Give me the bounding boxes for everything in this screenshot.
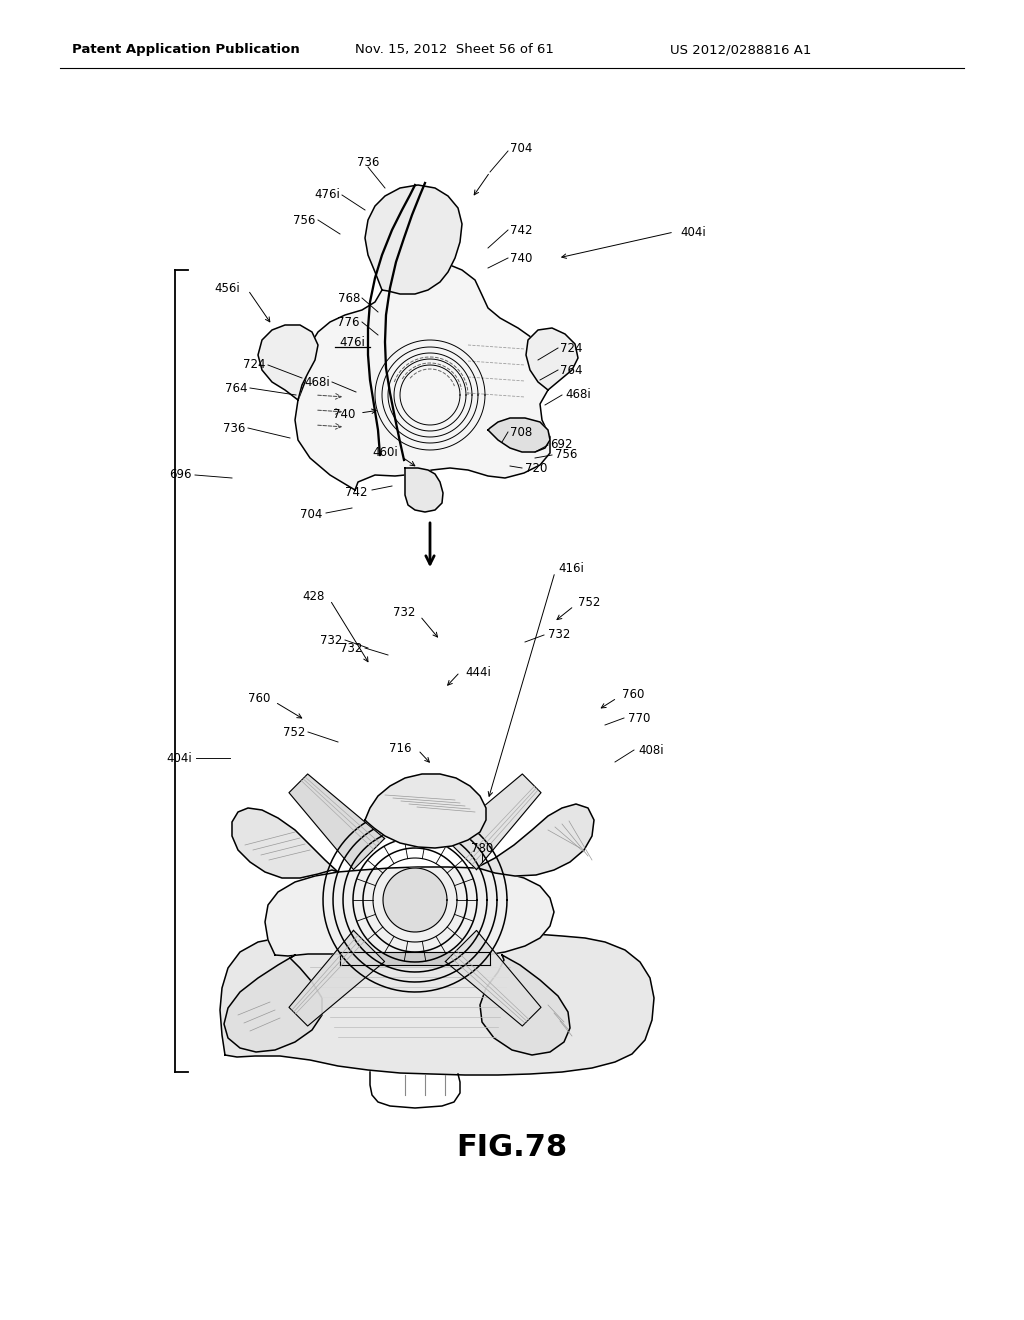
Text: FIG.78: FIG.78 <box>457 1134 567 1163</box>
Text: 408i: 408i <box>638 743 664 756</box>
Text: 704: 704 <box>510 141 532 154</box>
Text: 732: 732 <box>548 628 570 642</box>
Polygon shape <box>289 774 385 870</box>
Polygon shape <box>526 327 578 389</box>
Polygon shape <box>265 867 554 960</box>
Polygon shape <box>445 774 541 870</box>
Text: 740: 740 <box>510 252 532 264</box>
Text: 692: 692 <box>550 438 572 451</box>
Polygon shape <box>289 931 385 1026</box>
Text: 736: 736 <box>222 421 245 434</box>
Text: 468i: 468i <box>304 375 330 388</box>
Polygon shape <box>232 808 338 878</box>
Text: 780: 780 <box>471 842 494 854</box>
Polygon shape <box>340 952 490 965</box>
Text: 476i: 476i <box>339 335 365 348</box>
Polygon shape <box>365 185 462 294</box>
Text: 770: 770 <box>628 711 650 725</box>
Text: 732: 732 <box>319 634 342 647</box>
Text: 768: 768 <box>338 292 360 305</box>
Text: 742: 742 <box>510 223 532 236</box>
Polygon shape <box>258 325 318 400</box>
Text: 460i: 460i <box>373 446 398 459</box>
Text: 704: 704 <box>300 508 322 521</box>
Text: 444i: 444i <box>465 665 490 678</box>
Text: 756: 756 <box>293 214 315 227</box>
Text: 708: 708 <box>510 425 532 438</box>
Text: 742: 742 <box>345 486 368 499</box>
Polygon shape <box>224 954 322 1052</box>
Polygon shape <box>220 932 654 1074</box>
Text: 416i: 416i <box>558 561 584 574</box>
Text: 764: 764 <box>560 363 583 376</box>
Text: 716: 716 <box>389 742 412 755</box>
Text: 724: 724 <box>243 359 265 371</box>
Text: 720: 720 <box>525 462 548 474</box>
Text: 428: 428 <box>303 590 325 602</box>
Text: 456i: 456i <box>214 281 240 294</box>
Polygon shape <box>488 418 550 451</box>
Text: 752: 752 <box>578 595 600 609</box>
Text: 732: 732 <box>392 606 415 619</box>
Text: 756: 756 <box>555 449 578 462</box>
Text: 740: 740 <box>333 408 355 421</box>
Text: 760: 760 <box>622 689 644 701</box>
Text: 760: 760 <box>248 692 270 705</box>
Polygon shape <box>476 804 594 876</box>
Text: 696: 696 <box>170 469 193 482</box>
Text: 468i: 468i <box>565 388 591 401</box>
Text: 764: 764 <box>225 381 248 395</box>
Text: 476i: 476i <box>314 189 340 202</box>
Text: 404i: 404i <box>680 226 706 239</box>
Text: 736: 736 <box>356 157 379 169</box>
Text: 404i: 404i <box>166 751 193 764</box>
Text: 724: 724 <box>560 342 583 355</box>
Text: Patent Application Publication: Patent Application Publication <box>72 44 300 57</box>
Text: US 2012/0288816 A1: US 2012/0288816 A1 <box>670 44 811 57</box>
Polygon shape <box>365 774 486 847</box>
Text: Nov. 15, 2012  Sheet 56 of 61: Nov. 15, 2012 Sheet 56 of 61 <box>355 44 554 57</box>
Text: 776: 776 <box>338 315 360 329</box>
Polygon shape <box>445 931 541 1026</box>
Polygon shape <box>406 469 443 512</box>
Polygon shape <box>383 869 447 932</box>
Polygon shape <box>480 954 570 1055</box>
Text: 752: 752 <box>283 726 305 738</box>
Text: 732: 732 <box>340 642 362 655</box>
Polygon shape <box>295 263 552 490</box>
